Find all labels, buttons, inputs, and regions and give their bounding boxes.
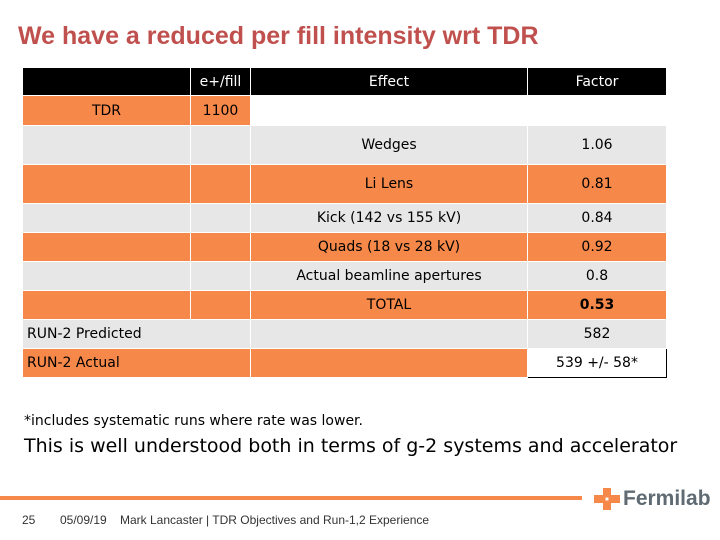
table-row: Li Lens 0.81 <box>22 164 667 204</box>
factor-cell: 0.81 <box>527 164 667 204</box>
effect-cell: Kick (142 vs 155 kV) <box>250 203 528 233</box>
fermilab-logo: Fermilab <box>594 487 711 511</box>
tdr-label: TDR <box>22 95 191 126</box>
predicted-row: RUN-2 Predicted 582 <box>22 319 667 349</box>
statement: This is well understood both in terms of… <box>24 435 678 457</box>
factor-cell: 1.06 <box>527 125 667 165</box>
fermilab-logo-icon <box>594 488 620 510</box>
table-row: Actual beamline apertures 0.8 <box>22 261 667 291</box>
actual-label: RUN-2 Actual <box>22 348 251 378</box>
page-number: 25 <box>22 513 36 527</box>
factor-cell: 0.92 <box>527 232 667 262</box>
footnote: *includes systematic runs where rate was… <box>24 413 363 429</box>
header-effect: Effect <box>250 67 528 96</box>
tdr-row: TDR 1100 <box>22 95 667 126</box>
table-header-row: e+/fill Effect Factor <box>22 67 667 96</box>
actual-value: 539 +/- 58* <box>527 348 667 378</box>
predicted-value: 582 <box>527 319 667 349</box>
header-col1 <box>22 67 191 96</box>
factor-cell: 0.8 <box>527 261 667 291</box>
table-row: Quads (18 vs 28 kV) 0.92 <box>22 232 667 262</box>
effect-cell: Wedges <box>250 125 528 165</box>
effect-cell: Li Lens <box>250 164 528 204</box>
footer-divider <box>0 496 582 500</box>
table-row: Kick (142 vs 155 kV) 0.84 <box>22 203 667 233</box>
table-row-total: TOTAL 0.53 <box>22 290 667 320</box>
total-label: TOTAL <box>250 290 528 320</box>
intensity-table: e+/fill Effect Factor TDR 1100 Wedges 1.… <box>22 67 667 378</box>
effect-cell: Quads (18 vs 28 kV) <box>250 232 528 262</box>
header-efill: e+/fill <box>190 67 251 96</box>
effect-cell: Actual beamline apertures <box>250 261 528 291</box>
total-factor: 0.53 <box>527 290 667 320</box>
slide-title: We have a reduced per fill intensity wrt… <box>18 22 539 50</box>
table-row: Wedges 1.06 <box>22 125 667 165</box>
actual-row: RUN-2 Actual 539 +/- 58* <box>22 348 667 378</box>
footer-date: 05/09/19 <box>60 513 107 527</box>
tdr-value: 1100 <box>190 95 251 126</box>
footer-author: Mark Lancaster | TDR Objectives and Run-… <box>120 513 430 527</box>
fermilab-logo-text: Fermilab <box>623 487 711 510</box>
factor-cell: 0.84 <box>527 203 667 233</box>
header-factor: Factor <box>527 67 667 96</box>
predicted-label: RUN-2 Predicted <box>22 319 251 349</box>
